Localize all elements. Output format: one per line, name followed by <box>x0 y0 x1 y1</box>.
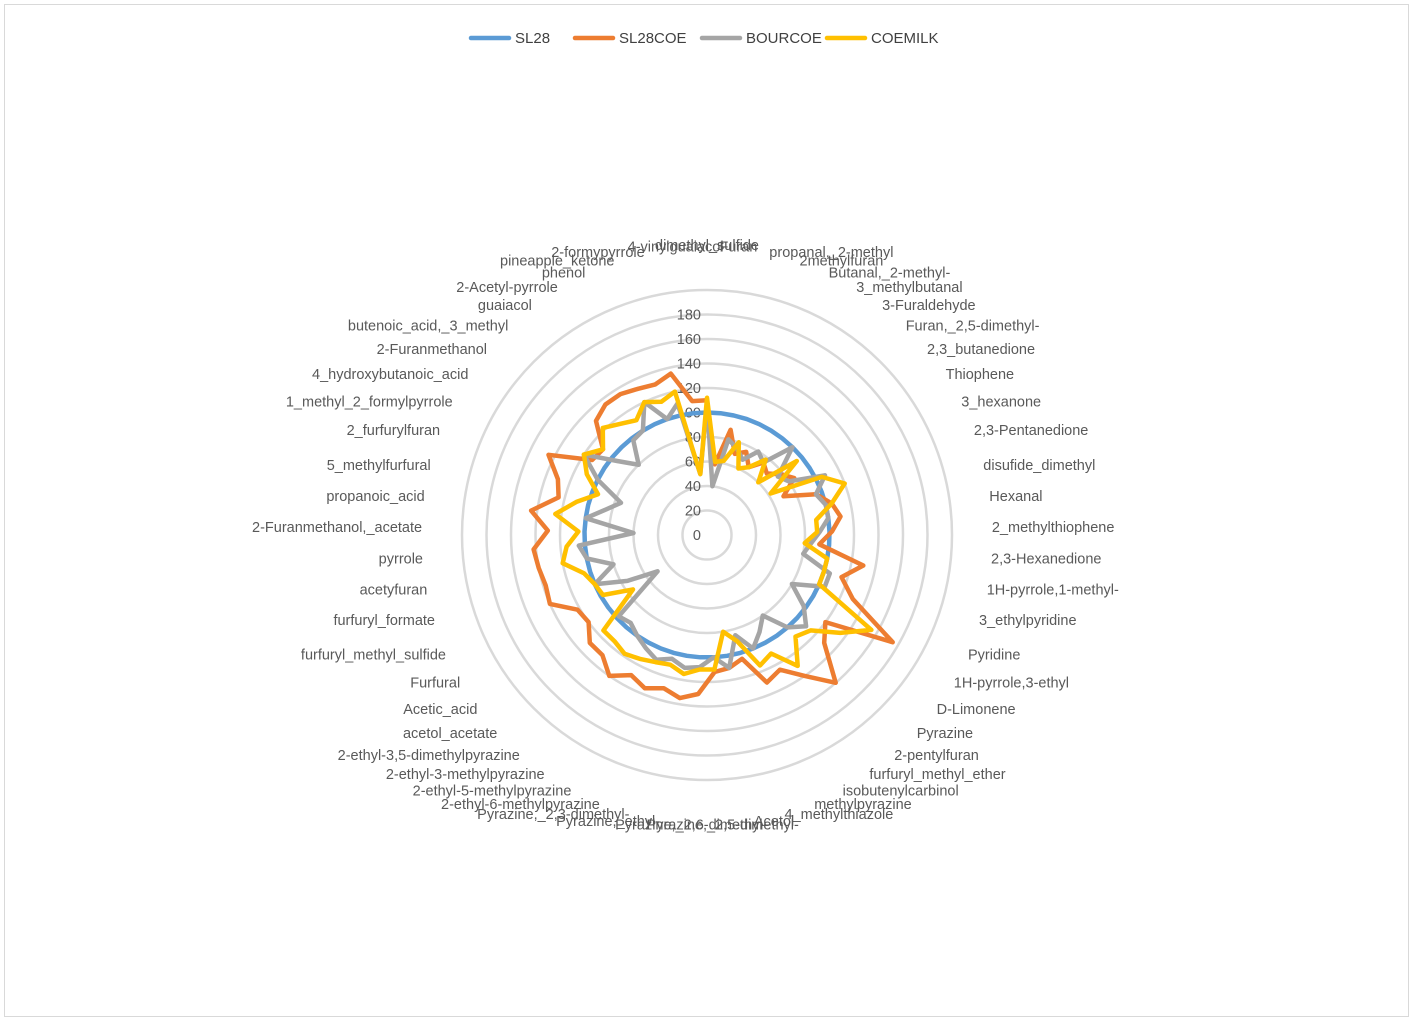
category-label: Acetic_acid <box>403 702 477 718</box>
category-label: pyrrole <box>379 552 423 568</box>
tick-label: 20 <box>685 504 701 520</box>
tick-label: 40 <box>685 479 701 495</box>
category-label: 2-ethyl-5-methylpyrazine <box>413 784 572 800</box>
legend: SL28 SL28COE BOURCOE COEMILK <box>468 30 939 47</box>
category-label: 2-ethyl-3-methylpyrazine <box>386 767 545 783</box>
category-label: 2-ethyl-6-methylpyrazine <box>441 797 600 813</box>
category-label: 2,3-Pentanedione <box>974 423 1089 439</box>
category-label: 2-pentylfuran <box>894 748 979 764</box>
category-label: Furan,_2,5-dimethyl- <box>906 319 1040 335</box>
category-label: Pyrazine <box>917 726 973 742</box>
category-label: D-Limonene <box>937 702 1016 718</box>
gridline-circle <box>509 337 905 733</box>
category-label: 3_ethylpyridine <box>979 613 1077 629</box>
series-lines <box>528 371 895 701</box>
category-label: methylpyrazine <box>814 797 912 813</box>
category-label: 2-Furanmethanol <box>377 342 487 358</box>
category-label: 2-formypyrrole <box>551 245 644 261</box>
category-label: 4-vinylguaiacol <box>628 240 724 256</box>
category-label: acetol_acetate <box>403 726 497 742</box>
category-label: furfuryl_formate <box>333 613 435 629</box>
category-label: Pyrazine,_2,3-dimethyl- <box>477 807 629 823</box>
category-label: furfuryl_methyl_ether <box>869 767 1005 783</box>
radar-gridlines <box>460 288 954 782</box>
legend-label-bourcoe: BOURCOE <box>746 30 822 47</box>
category-label: 3_methylbutanal <box>856 280 962 296</box>
category-label: 4_methylthiazole <box>785 807 894 823</box>
legend-label-sl28coe: SL28COE <box>619 30 687 47</box>
category-label: 1H-pyrrole,1-methyl- <box>987 583 1119 599</box>
gridline-circle <box>656 484 758 586</box>
category-label: guaiacol <box>478 298 532 314</box>
tick-label: 140 <box>677 357 701 373</box>
gridline-circle <box>460 288 954 782</box>
category-label: phenol <box>542 265 586 281</box>
category-label: Pyrazine,_2,6-dimethyl- <box>615 818 767 834</box>
legend-label-coemilk: COEMILK <box>871 30 939 47</box>
category-label: 2methylfuran <box>800 253 884 269</box>
category-label: Pyrazine,_2,5-dimethyl- <box>647 818 799 834</box>
category-label: butenoic_acid,_3_methyl <box>348 319 508 335</box>
category-label: Furan <box>719 240 757 256</box>
category-label: Pyrazine,_ethyl- <box>556 814 660 830</box>
category-label: 2-Furanmethanol,_acetate <box>252 520 422 536</box>
series-line-bourcoe <box>576 399 833 671</box>
legend-label-sl28: SL28 <box>515 30 550 47</box>
tick-label: 160 <box>677 332 701 348</box>
category-label: 4_hydroxybutanoic_acid <box>312 367 468 383</box>
category-label: 1H-pyrrole,3-ethyl <box>954 676 1069 692</box>
category-label: isobutenylcarbinol <box>843 784 959 800</box>
category-label: 5_methylfurfural <box>327 458 431 474</box>
category-label: 2-Acetyl-pyrrole <box>456 280 558 296</box>
gridline-circle <box>485 313 929 757</box>
category-label: 3_hexanone <box>961 394 1041 410</box>
category-label: disufide_dimethyl <box>983 458 1095 474</box>
category-label: Furfural <box>410 676 460 692</box>
series-line-coemilk <box>553 389 874 677</box>
gridline-circle <box>681 509 733 561</box>
category-label: 3-Furaldehyde <box>882 298 976 314</box>
chart-area: 0 20 40 60 80 100 120 140 160 180 dimethyl_sulfid… <box>4 4 1409 1017</box>
category-label: dimethyl_sulfide <box>655 238 759 254</box>
category-label: Butanal,_2-methyl- <box>829 265 951 281</box>
category-label: 2_furfurylfuran <box>347 423 441 439</box>
category-label: Hexanal <box>989 489 1042 505</box>
category-label: propanoic_acid <box>326 489 424 505</box>
category-label: 2,3_butanedione <box>927 342 1035 358</box>
category-label: 2_methylthiophene <box>992 520 1115 536</box>
category-label: propanal,_2-methyl <box>769 245 893 261</box>
category-label: acetyfuran <box>360 583 428 599</box>
tick-label: 180 <box>677 308 701 324</box>
category-label: 1_methyl_2_formylpyrrole <box>286 394 453 410</box>
tick-label: 120 <box>677 381 701 397</box>
category-label: 2,3-Hexanedione <box>991 552 1101 568</box>
category-label: Acetol <box>754 814 794 830</box>
series-line-sl28 <box>582 410 832 660</box>
category-label: Thiophene <box>946 367 1015 383</box>
gridline-circle <box>534 362 880 708</box>
category-label: pineapple_ketone <box>500 253 615 269</box>
category-label: furfuryl_methyl_sulfide <box>301 648 446 664</box>
tick-label: 0 <box>693 528 701 544</box>
category-label: 2-ethyl-3,5-dimethylpyrazine <box>338 748 520 764</box>
category-label: Pyridine <box>968 648 1020 664</box>
